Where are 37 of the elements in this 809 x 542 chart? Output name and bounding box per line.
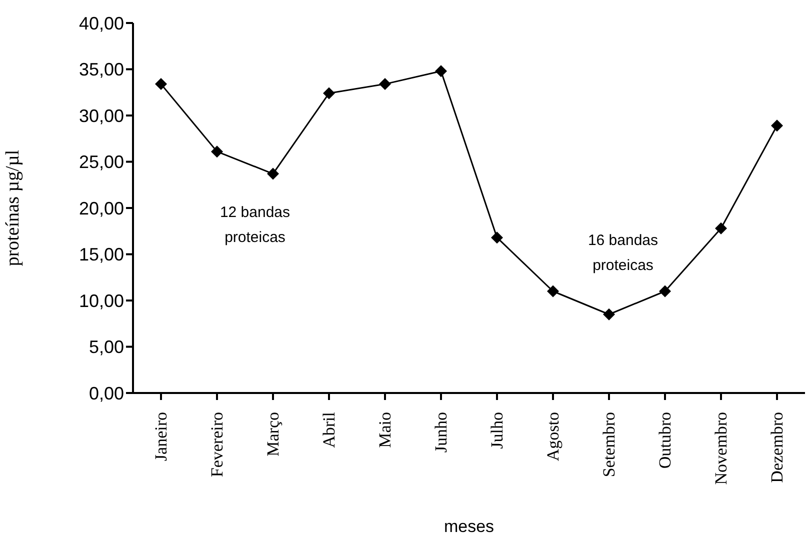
x-tick-label: Abril [320,412,338,448]
point [547,285,559,298]
y-tick-label: 30,00 [78,106,124,126]
point [603,308,615,320]
x-tick-label: Julho [488,412,506,449]
y-axis-title: proteínas µg/µl [2,150,24,266]
x-tick-label: Junho [432,412,450,453]
point [155,78,167,90]
x-tick-label: Agosto [544,412,562,462]
x-tick-label: Dezembro [768,412,786,483]
point [435,65,447,78]
y-tick-label: 20,00 [78,198,124,218]
point [379,78,391,90]
point [211,146,223,158]
annotation: 12 bandas proteicas [218,203,292,248]
annotation: 16 bandas proteicas [586,231,660,276]
point [659,285,671,298]
y-tick-label: 35,00 [78,60,124,80]
x-axis-title: meses [444,517,494,536]
x-tick-label: Fevereiro [208,412,226,478]
y-tick-label: 10,00 [78,290,124,311]
x-tick-label: Maio [376,412,394,448]
y-tick-label: 15,00 [78,244,124,265]
x-tick-label: Janeiro [152,412,170,462]
x-tick-label: Outubro [656,412,674,469]
x-tick-label: Março [264,412,282,456]
x-tick-label: Setembro [600,412,618,478]
y-tick-label: 25,00 [78,152,124,172]
x-tick-label: Novembro [712,412,730,485]
point [267,168,279,180]
point [491,232,503,244]
y-tick-label: 0,00 [88,383,124,404]
point [771,120,783,132]
point [715,222,727,234]
point [323,87,335,100]
y-tick-label: 5,00 [88,337,124,358]
y-tick-label: 40,00 [78,13,124,34]
